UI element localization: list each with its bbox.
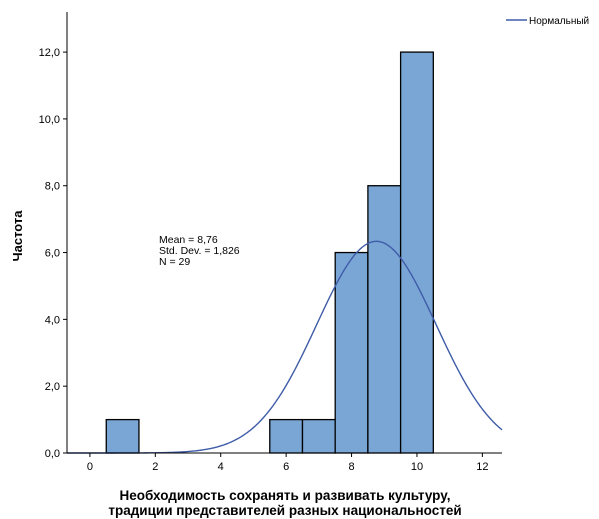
y-tick-label: 8,0 [45,181,60,193]
x-tick-label: 12 [476,461,488,473]
x-tick-label: 8 [348,461,354,473]
y-tick-label: 0,0 [45,448,60,460]
histogram-bar [399,51,434,454]
x-axis-label-line-2: традиции представителей разных националь… [108,503,461,518]
x-tick-label: 10 [411,461,423,473]
x-tick-label: 6 [283,461,289,473]
histogram-bar [334,251,369,454]
histogram-bar [367,185,402,454]
x-ticks: 0 2 4 6 8 10 12 [87,453,489,473]
histogram-bar [301,418,336,454]
y-ticks: 0,0 2,0 4,0 6,0 8,0 10,0 12,0 [39,47,67,460]
x-tick-label: 4 [218,461,224,473]
legend-label: Нормальный [529,16,589,27]
stats-std-dev: Std. Dev. = 1,826 [159,245,240,257]
legend: Нормальный [506,16,589,27]
y-tick-label: 6,0 [45,248,60,260]
x-tick-label: 0 [87,461,93,473]
y-tick-label: 4,0 [45,314,60,326]
histogram-bars [105,51,434,454]
stats-n: N = 29 [159,256,190,268]
y-axis-label: Частота [10,210,25,262]
stats-mean: Mean = 8,76 [159,234,218,246]
x-tick-label: 2 [152,461,158,473]
y-tick-label: 2,0 [45,381,60,393]
x-axis-label-line-1: Необходимость сохранять и развивать куль… [120,488,451,503]
y-tick-label: 10,0 [39,114,60,126]
y-tick-label: 12,0 [39,47,60,59]
histogram-bar [269,418,304,454]
histogram-bar [105,418,140,454]
